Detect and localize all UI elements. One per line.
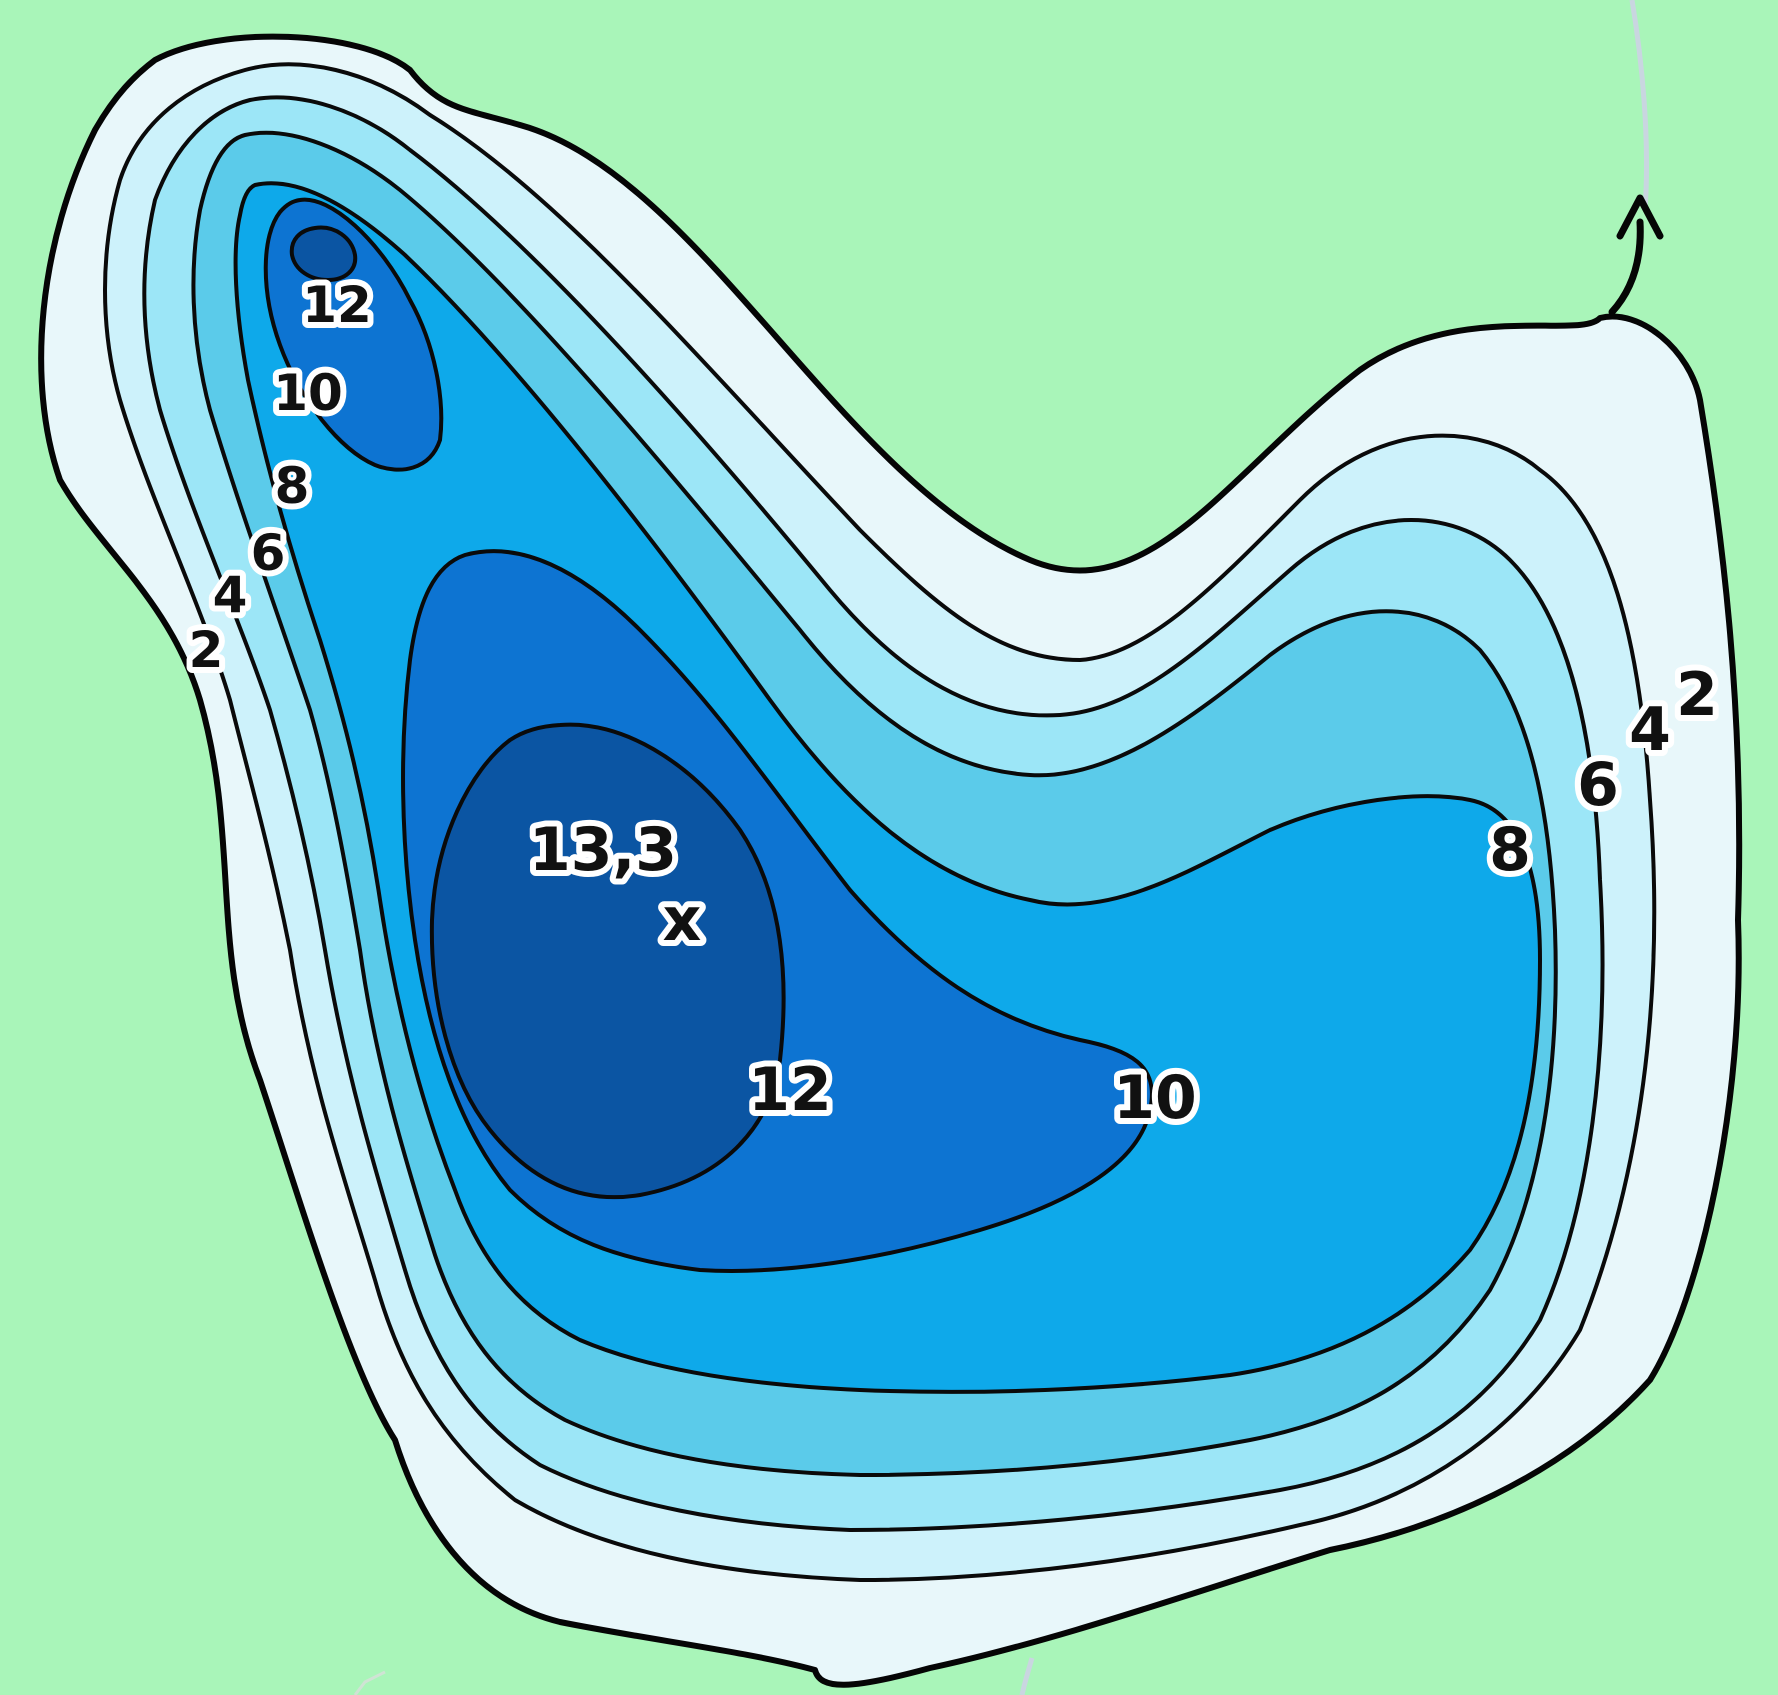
depth-label-6-east: 6 [1577,750,1619,820]
depth-label-12-south: 12 [748,1055,832,1125]
depth-label-12-north: 12 [302,276,372,334]
contour-12m-north [289,225,358,282]
depth-label-8-west: 8 [275,457,310,515]
inflow-stream [1019,1657,1035,1695]
depth-label-2-east: 2 [1676,660,1718,730]
outflow-stream [1629,0,1650,211]
contour-12m-south [429,722,786,1200]
depth-label-4-east: 4 [1629,695,1671,765]
depth-label-6-west: 6 [251,524,286,582]
max-depth-label: 13,3 [529,815,677,885]
depth-label-2-west: 2 [189,621,224,679]
depth-label-10-south: 10 [1113,1063,1197,1133]
land-path [353,1670,386,1695]
arrow-up-icon [1608,194,1664,316]
depth-label-8-east: 8 [1489,815,1531,885]
max-depth-marker: x [663,885,702,955]
depth-label-10-west: 10 [273,364,343,422]
depth-label-4-west: 4 [213,566,248,624]
